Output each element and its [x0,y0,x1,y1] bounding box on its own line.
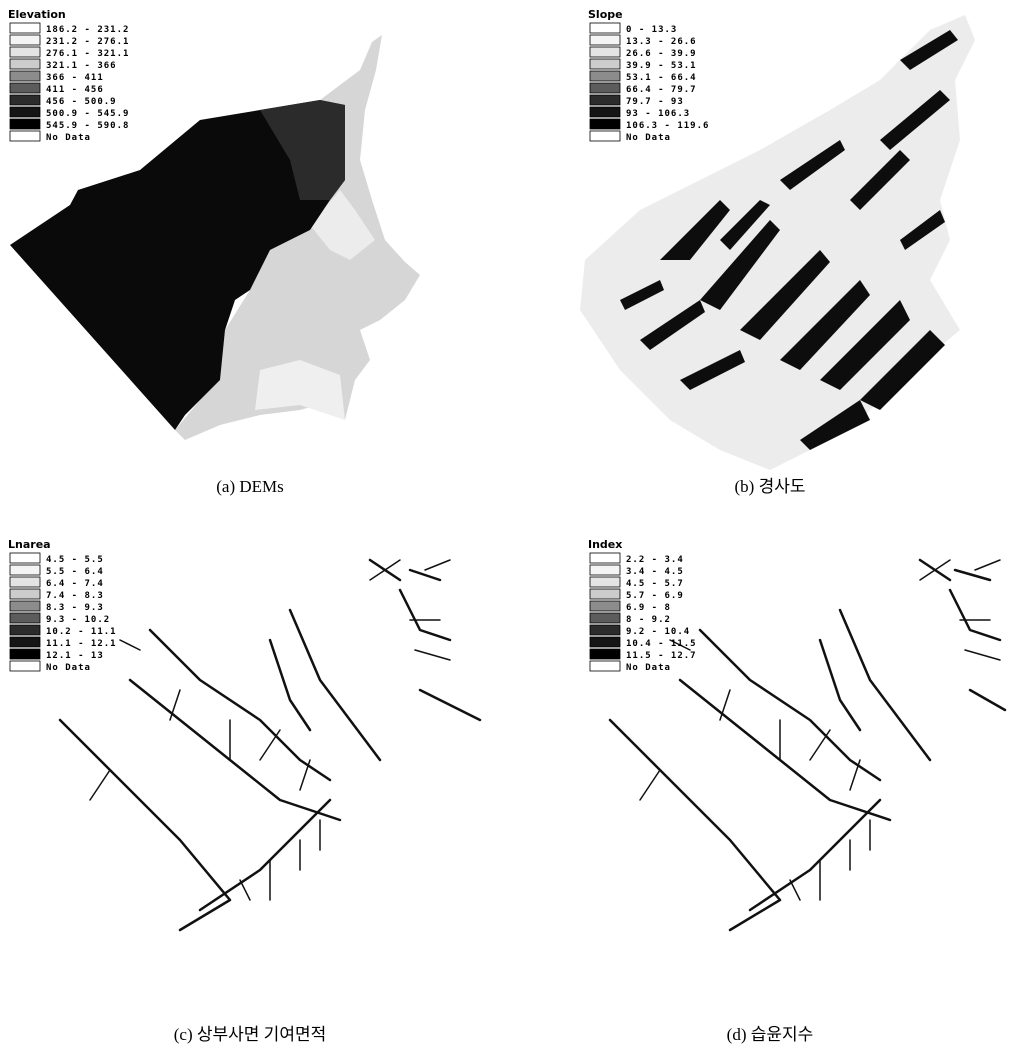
legend-title: Lnarea [8,538,51,551]
legend-label: 11.1 - 12.1 [46,639,117,649]
legend-swatch [10,637,40,647]
legend-swatch [590,577,620,587]
legend-swatch [590,589,620,599]
legend-label: No Data [626,663,671,673]
legend-title: Elevation [8,8,66,21]
legend-swatch [590,35,620,45]
legend-label: 7.4 - 8.3 [46,591,104,601]
legend-label: 321.1 - 366 [46,61,117,71]
dem-map [10,35,420,440]
legend-swatch [10,131,40,141]
legend-swatch [590,95,620,105]
legend-swatch [590,59,620,69]
legend-swatch [590,649,620,659]
legend-label: 10.4 - 11.5 [626,639,697,649]
legend-label: No Data [46,133,91,143]
caption: (b) 경사도 [735,477,806,496]
legend-label: 231.2 - 276.1 [46,37,129,47]
caption: (c) 상부사면 기여면적 [174,1025,327,1044]
legend-label: 4.5 - 5.5 [46,555,104,565]
legend-swatch [590,625,620,635]
legend-label: 500.9 - 545.9 [46,109,129,119]
legend-label: 8.3 - 9.3 [46,603,104,613]
legend-label: No Data [626,133,671,143]
legend-label: 106.3 - 119.6 [626,121,709,131]
legend-swatch [10,661,40,671]
legend-title: Index [588,538,622,551]
legend-swatch [590,661,620,671]
caption: (d) 습윤지수 [727,1025,814,1044]
legend-swatch [590,119,620,129]
legend-label: 2.2 - 3.4 [626,555,684,565]
legend-swatch [10,83,40,93]
legend-label: 411 - 456 [46,85,104,95]
legend-label: No Data [46,663,91,673]
legend-swatch [10,589,40,599]
legend-swatch [10,23,40,33]
legend-label: 9.2 - 10.4 [626,627,690,637]
legend-swatch [10,553,40,563]
legend-label: 0 - 13.3 [626,25,677,35]
legend-swatch [10,35,40,45]
legend-swatch [10,47,40,57]
legend-swatch [10,95,40,105]
legend-swatch [10,601,40,611]
lnarea-map [60,560,480,930]
legend-label: 6.9 - 8 [626,603,671,613]
legend-swatch [590,71,620,81]
legend-label: 9.3 - 10.2 [46,615,110,625]
legend-label: 3.4 - 4.5 [626,567,684,577]
legend-swatch [590,131,620,141]
legend-swatch [10,613,40,623]
legend-label: 26.6 - 39.9 [626,49,697,59]
legend-swatch [10,107,40,117]
legend-swatch [590,637,620,647]
legend-swatch [590,47,620,57]
legend-label: 13.3 - 26.6 [626,37,697,47]
legend-swatch [590,23,620,33]
legend-label: 545.9 - 590.8 [46,121,129,131]
legend-swatch [10,119,40,129]
legend-swatch [590,553,620,563]
legend-label: 53.1 - 66.4 [626,73,697,83]
legend: Lnarea 4.5 - 5.5 5.5 - 6.4 6.4 - 7.4 7.4 - 8… [8,538,117,673]
legend-label: 6.4 - 7.4 [46,579,104,589]
legend: Index 2.2 - 3.4 3.4 - 4.5 4.5 - 5.7 5.7 - 6.… [588,538,697,673]
legend-label: 8 - 9.2 [626,615,671,625]
legend-swatch [10,577,40,587]
legend-label: 10.2 - 11.1 [46,627,117,637]
legend-label: 11.5 - 12.7 [626,651,697,661]
legend-title: Slope [588,8,623,21]
caption: (a) DEMs [216,477,284,496]
slope-map [580,15,975,470]
legend-label: 5.5 - 6.4 [46,567,104,577]
legend-swatch [590,565,620,575]
legend-swatch [590,83,620,93]
legend-label: 79.7 - 93 [626,97,684,107]
legend: Elevation 186.2 - 231.2 231.2 - 276.1 276.1… [8,8,129,143]
figure: Elevation 186.2 - 231.2 231.2 - 276.1 276.1… [0,0,1011,1064]
legend-label: 12.1 - 13 [46,651,104,661]
legend-label: 276.1 - 321.1 [46,49,129,59]
legend-swatch [10,625,40,635]
legend-swatch [10,59,40,69]
legend-label: 366 - 411 [46,73,104,83]
legend-swatch [590,601,620,611]
legend-swatch [10,71,40,81]
legend-label: 4.5 - 5.7 [626,579,684,589]
legend-swatch [10,649,40,659]
legend-swatch [590,613,620,623]
legend-label: 5.7 - 6.9 [626,591,684,601]
legend-label: 93 - 106.3 [626,109,690,119]
legend-label: 186.2 - 231.2 [46,25,129,35]
legend-label: 456 - 500.9 [46,97,117,107]
legend-swatch [10,565,40,575]
legend-label: 39.9 - 53.1 [626,61,697,71]
legend-swatch [590,107,620,117]
legend-label: 66.4 - 79.7 [626,85,697,95]
map-region [580,15,975,470]
